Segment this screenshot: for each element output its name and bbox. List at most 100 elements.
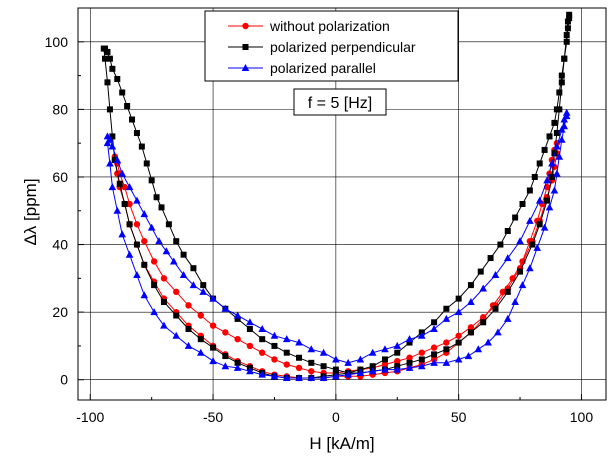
legend-label: without polarization [269,18,390,34]
data-point [155,237,163,245]
data-point [443,305,450,312]
data-point [467,329,474,336]
data-point [467,282,474,289]
data-point [430,325,438,333]
data-point [109,65,116,72]
data-point [233,311,242,319]
legend-marker [242,22,249,30]
data-point [307,374,316,382]
data-point [153,194,160,201]
axis-ticks: -100 -50 0 50 100 0 20 40 60 80 100 [45,34,594,425]
data-point [504,288,511,295]
data-point [405,335,414,343]
data-point [332,372,340,380]
x-tick-label: -50 [203,409,223,425]
data-point [535,196,544,204]
data-point [455,332,462,339]
data-point [106,106,113,113]
data-point [484,338,492,346]
data-point [246,318,254,326]
annotation-text: f = 5 [Hz] [308,95,372,112]
data-point [557,135,566,143]
data-point [189,281,198,289]
data-point [381,345,389,353]
y-tick-label: 20 [52,304,68,320]
data-point [563,32,570,39]
data-point [104,48,111,55]
data-point [319,348,328,356]
data-point [126,200,133,208]
data-point [531,173,538,180]
data-point [442,314,451,322]
data-point [562,112,571,120]
data-point [563,38,570,45]
data-point [369,363,376,370]
data-point [405,363,414,371]
data-point [126,221,133,228]
data-point [430,358,438,366]
data-point [560,122,569,130]
data-point [133,241,140,248]
x-tick-label: 50 [451,409,467,425]
data-point [151,282,158,289]
data-point [544,197,551,204]
data-point [443,346,450,353]
data-point [197,312,204,319]
data-point [133,270,141,278]
data-point [125,183,134,191]
y-tick-label: 100 [45,34,69,50]
data-point [536,221,543,228]
data-point [246,342,254,350]
data-point [259,336,266,343]
data-point [344,358,352,366]
y-tick-label: 40 [52,237,68,253]
y-tick-label: 0 [60,372,68,388]
data-point [546,133,553,140]
data-point [295,374,303,382]
data-point [196,348,205,356]
data-point [141,237,148,245]
data-point [106,159,114,167]
y-axis-label: Δλ [ppm] [21,178,40,245]
data-point [108,183,117,191]
data-point [499,288,507,296]
data-point [381,356,388,363]
data-point [308,368,315,375]
legend-item: without polarization [228,18,390,34]
data-point [332,355,340,363]
data-point [548,173,555,180]
data-point [533,243,542,251]
data-point [295,364,303,372]
data-point [529,241,536,248]
data-point [200,282,207,289]
data-point [140,291,149,299]
data-point [109,133,116,140]
data-point [543,176,551,184]
data-point [553,142,561,150]
data-point [540,223,549,231]
data-point [246,367,254,375]
data-point [467,324,475,331]
data-point [564,18,571,25]
data-point [234,315,241,322]
data-point [209,357,217,365]
data-point [356,355,365,363]
legend-items: without polarization polarized perpendicu… [228,18,416,76]
data-point [566,15,573,22]
data-point [258,325,266,333]
data-point [100,45,107,52]
data-point [394,349,401,356]
data-point [160,299,167,305]
data-point [271,356,278,363]
x-tick-label: 100 [570,409,594,425]
data-point [114,75,121,82]
data-point [140,210,149,218]
data-point [150,258,158,265]
data-point [467,298,475,305]
data-point [553,106,560,113]
data-point [516,237,524,245]
data-point [221,362,230,370]
data-point [430,344,438,351]
data-point [121,183,128,191]
